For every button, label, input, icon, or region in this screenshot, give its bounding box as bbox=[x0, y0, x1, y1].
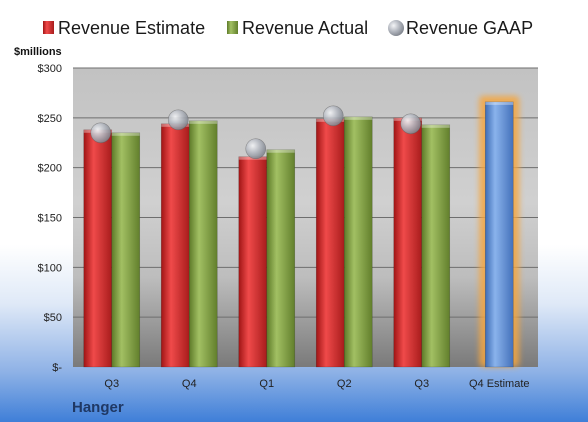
legend-revenue-gaap-swatch bbox=[388, 20, 404, 36]
bar-revenue-estimate bbox=[238, 156, 268, 368]
x-tick-label: Q3 bbox=[414, 378, 429, 390]
gridlines bbox=[73, 67, 538, 318]
y-axis-label: $millions bbox=[14, 46, 62, 58]
bar-top-highlight bbox=[189, 120, 218, 124]
gaap-marker bbox=[322, 105, 344, 127]
gaap-markers bbox=[90, 105, 422, 160]
x-tick-label: Q4 Estimate bbox=[469, 378, 530, 390]
company-label: Hanger bbox=[72, 399, 124, 416]
y-axis-ticks: $- $50 $100 $150 $200 $250 $300 bbox=[38, 63, 63, 374]
bar-revenue-estimate bbox=[393, 117, 423, 368]
y-tick-label: $300 bbox=[38, 63, 62, 75]
bar-revenue-estimate bbox=[160, 123, 190, 368]
bar-top-highlight bbox=[344, 116, 373, 120]
x-tick-label: Q2 bbox=[337, 378, 352, 390]
legend: Revenue Estimate Revenue Actual Revenue GA… bbox=[43, 18, 533, 38]
x-tick-label: Q4 bbox=[182, 378, 197, 390]
bar-revenue-estimate bbox=[83, 129, 113, 368]
bar-revenue-actual bbox=[343, 116, 373, 368]
y-tick-label: $250 bbox=[38, 113, 62, 125]
bar-revenue-actual bbox=[111, 132, 141, 368]
gaap-marker bbox=[245, 138, 267, 160]
bar-revenue-actual bbox=[421, 124, 451, 368]
gaap-marker bbox=[167, 109, 189, 131]
x-tick-label: Q3 bbox=[104, 378, 119, 390]
bar-top-highlight bbox=[266, 149, 295, 153]
bar-revenue-actual bbox=[188, 120, 218, 368]
y-tick-label: $50 bbox=[44, 312, 62, 324]
legend-revenue-actual: Revenue Actual bbox=[242, 18, 368, 38]
legend-revenue-estimate-swatch bbox=[43, 21, 54, 34]
y-tick-label: $150 bbox=[38, 213, 62, 225]
bar-top-highlight bbox=[111, 132, 140, 136]
y-tick-label: $- bbox=[52, 362, 62, 374]
gaap-marker bbox=[400, 113, 422, 135]
bar-revenue-estimate bbox=[315, 118, 345, 368]
legend-revenue-gaap: Revenue GAAP bbox=[406, 18, 533, 38]
bar-top-highlight bbox=[421, 124, 450, 128]
x-axis-categories: Q3 Q4 Q1 Q2 Q3 Q4 Estimate bbox=[104, 378, 529, 390]
x-tick-label: Q1 bbox=[259, 378, 274, 390]
legend-revenue-actual-swatch bbox=[227, 21, 238, 34]
y-tick-label: $200 bbox=[38, 163, 62, 175]
gaap-marker bbox=[90, 122, 112, 144]
legend-revenue-estimate: Revenue Estimate bbox=[58, 18, 205, 38]
bar-top-highlight bbox=[485, 101, 514, 105]
bar-revenue-actual bbox=[266, 149, 296, 368]
bar-q4-estimate bbox=[484, 101, 514, 368]
y-tick-label: $100 bbox=[38, 262, 62, 274]
